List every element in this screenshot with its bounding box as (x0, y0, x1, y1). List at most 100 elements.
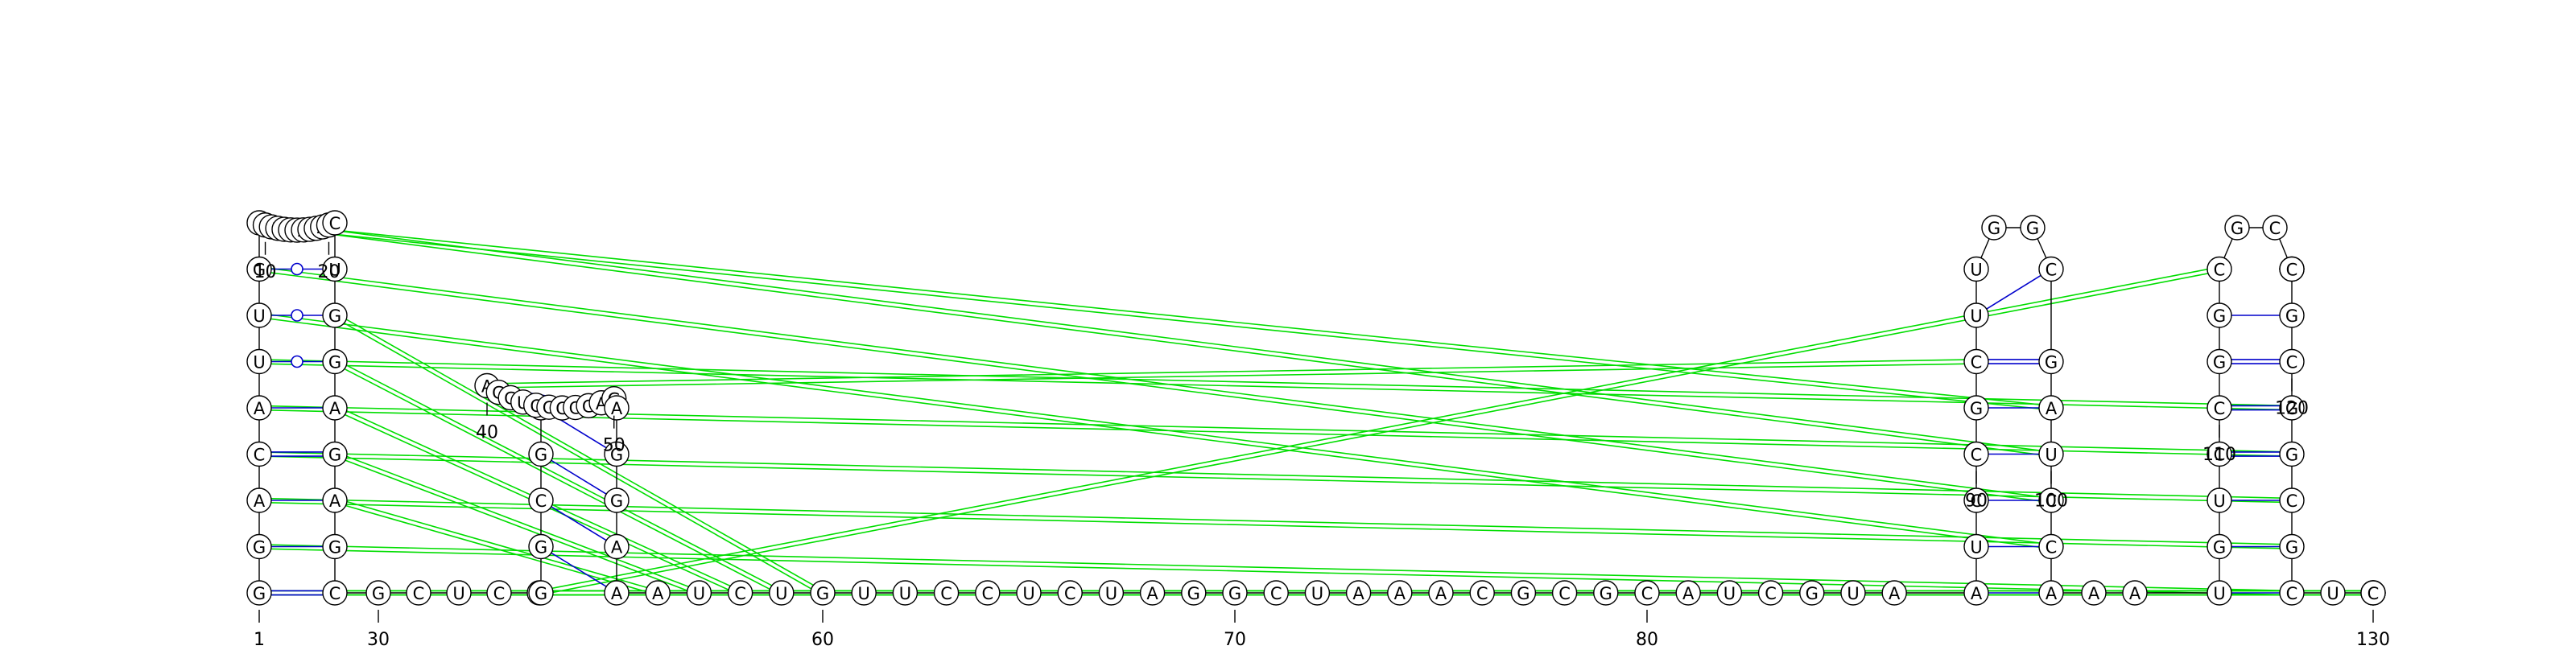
nucleotide-letter: G (2285, 306, 2298, 326)
nucleotide-93: U (1963, 302, 1989, 328)
nucleotide-circle (2038, 395, 2064, 421)
alt-pair-34-113-line-a (539, 270, 2220, 596)
nucleotide-115: C (2262, 215, 2288, 241)
nucleotide-circle (246, 348, 272, 375)
nucleotide-letter: A (329, 492, 341, 511)
position-number: 10 (254, 262, 277, 282)
nucleotide-88: U (1963, 533, 1989, 560)
nucleotide-letter: C (329, 584, 341, 603)
base-pair-38-53 (540, 453, 617, 501)
nucleotide-27: A (322, 487, 348, 513)
nucleotide-63: C (933, 580, 960, 606)
nucleotide-81: A (1675, 580, 1701, 606)
alt-pair-27-56-line-a (334, 501, 658, 596)
nucleotide-letter: G (2213, 306, 2226, 326)
nucleotide-letter: G (610, 446, 623, 465)
nucleotide-69: G (1181, 580, 1207, 606)
nucleotide-78: C (1551, 580, 1578, 606)
nucleotide-circle (246, 395, 272, 421)
nucleotide-letter: U (253, 353, 265, 372)
nucleotide-circle (322, 210, 348, 236)
nucleotide-letter: C (2286, 353, 2298, 372)
nucleotide-77: G (1510, 580, 1537, 606)
nucleotide-letter: G (253, 261, 266, 280)
nucleotide-80: C (1634, 580, 1660, 606)
nucleotide-letter: A (1146, 584, 1158, 603)
nucleotide-letter: U (1724, 584, 1736, 603)
base-pair-6-24-wobble-mark (291, 355, 303, 368)
nucleotide-circle (2207, 580, 2232, 606)
nucleotide-letter: G (328, 353, 341, 372)
nucleotide-72: U (1304, 580, 1331, 606)
nucleotide-89: C (1963, 487, 1989, 513)
nucleotide-circle (322, 302, 348, 328)
nucleotide-letter: C (2046, 492, 2058, 511)
position-number: 120 (2275, 399, 2309, 419)
nucleotide-letter: A (329, 399, 341, 418)
nucleotide-circle (604, 580, 630, 606)
alt-pair-40-92 (486, 359, 1977, 389)
nucleotide-letter: C (1971, 492, 1983, 511)
position-label-10: 10 (254, 241, 277, 282)
nucleotide-84: G (1799, 580, 1825, 606)
alt-pair-26-57 (333, 451, 700, 596)
nucleotide-30: G (365, 580, 391, 606)
nucleotide-circle (1881, 580, 1907, 606)
alt-pair-7-102 (258, 312, 2052, 549)
nucleotide-letter: A (254, 399, 266, 418)
position-label-80: 80 (1636, 610, 1658, 650)
nucleotide-circle (322, 533, 348, 560)
nucleotide-circle (2279, 580, 2305, 606)
nucleotide-letter: G (2213, 353, 2226, 372)
nucleotide-letter: A (611, 399, 623, 418)
nucleotide-79: G (1593, 580, 1619, 606)
nucleotide-letter: A (1352, 584, 1364, 603)
nucleotide-letter: U (858, 584, 870, 603)
nucleotide-letter: U (775, 584, 787, 603)
nucleotide-circle (2279, 302, 2305, 328)
nucleotide-circle (2038, 580, 2064, 606)
nucleotide-letter: G (1187, 584, 1200, 603)
alt-pair-9-100-line-b (259, 220, 2052, 453)
alt-pair-34-113 (539, 266, 2220, 596)
alt-pair-9-100 (258, 220, 2052, 457)
nucleotide-circle (1222, 580, 1248, 606)
alt-pair-27-56-line-b (335, 497, 659, 592)
position-label-20: 20 (317, 241, 340, 282)
alt-pair-27-56 (334, 497, 659, 596)
nucleotide-circle (528, 580, 554, 606)
nucleotide-circle (2038, 487, 2064, 513)
nucleotide-126: U (2320, 580, 2346, 606)
nucleotide-circle (2207, 348, 2232, 375)
nucleotide-letter: C (493, 584, 506, 603)
alt-pair-6-121 (258, 359, 2293, 411)
nucleotide-105: A (2122, 580, 2148, 606)
nucleotide-letter: C (254, 446, 266, 465)
nucleotide-letter: G (535, 446, 547, 465)
nucleotide-22: U (322, 256, 348, 282)
base-pair-7-23-wobble-mark (291, 309, 303, 322)
nucleotide-letter: G (253, 584, 266, 603)
nucleotide-letter: A (1971, 584, 1983, 603)
nucleotide-circle (246, 487, 272, 513)
nucleotide-120: C (2279, 348, 2305, 375)
nucleotide-letter: U (1105, 584, 1117, 603)
nucleotide-letter: G (610, 492, 623, 511)
nucleotide-circle (1057, 580, 1083, 606)
nucleotide-letter: A (2088, 584, 2100, 603)
nucleotide-circle (1469, 580, 1495, 606)
nucleotide-circle (851, 580, 877, 606)
nucleotide-circle (322, 441, 348, 467)
nucleotide-circle (2038, 533, 2064, 560)
nucleotide-letter: C (2046, 261, 2058, 280)
nucleotide-circle (322, 256, 348, 282)
nucleotide-75: A (1428, 580, 1454, 606)
nucleotide-118: C (2279, 256, 2305, 282)
nucleotide-letter: G (2285, 446, 2298, 465)
alt-pair-7-102-line-a (258, 316, 2051, 549)
nucleotide-124: G (2279, 533, 2305, 560)
nucleotide-letter: C (2286, 584, 2298, 603)
nucleotide-circle (246, 580, 272, 606)
